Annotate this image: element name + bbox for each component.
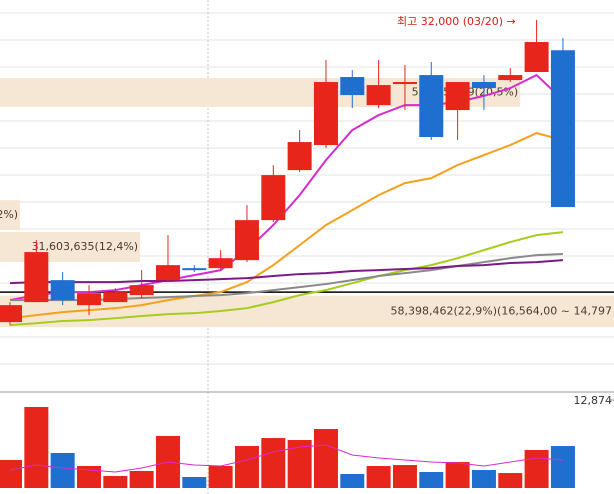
volume-bar <box>50 453 75 488</box>
profile-label: 31,603,635(12,4%) <box>32 240 139 253</box>
candle-body <box>419 75 444 138</box>
profile-label: 58,398,462(22,9%)(16,564,00 ~ 14,797 <box>391 304 612 317</box>
candle-body <box>445 82 470 111</box>
volume-bar <box>392 465 417 488</box>
volume-bar <box>0 459 22 488</box>
volume-bar <box>313 429 338 488</box>
volume-bar <box>129 470 154 488</box>
profile-band <box>0 200 21 231</box>
volume-bar <box>182 476 207 488</box>
moving-average <box>10 253 563 302</box>
candle-body <box>261 175 286 221</box>
candle-body <box>471 82 496 89</box>
candle-body <box>76 293 101 306</box>
candle-body <box>129 285 154 296</box>
moving-average <box>9 73 564 302</box>
volume-bar <box>524 449 549 488</box>
candle-body <box>234 220 259 261</box>
price-panel <box>0 19 614 327</box>
candle-body <box>24 252 49 303</box>
volume-bar <box>261 438 286 488</box>
candle-body <box>498 75 523 81</box>
volume-bar <box>103 475 128 488</box>
volume-bar <box>24 406 49 488</box>
moving-average <box>9 259 564 285</box>
candle-body <box>155 265 180 281</box>
candle-body <box>103 292 128 303</box>
volume-bar <box>419 472 444 488</box>
volume-bar <box>340 473 365 488</box>
volume-panel: 12,874 <box>0 394 614 488</box>
profile-band <box>0 232 141 263</box>
volume-bar <box>366 465 391 488</box>
candle-body <box>0 305 22 323</box>
volume-bar <box>76 465 101 488</box>
candle-body <box>182 268 207 271</box>
moving-average <box>9 231 564 327</box>
high-annotation: 최고 32,000 (03/20) → <box>397 15 516 28</box>
candle-body <box>50 280 75 301</box>
candle-body <box>524 42 549 73</box>
candle-body <box>392 82 417 85</box>
volume-bar <box>471 470 496 488</box>
volume-bar <box>234 446 259 488</box>
volume-bar <box>550 446 575 488</box>
candle-body <box>550 50 575 208</box>
price-grid <box>0 0 614 390</box>
moving-average <box>9 132 564 320</box>
volume-bar <box>445 462 470 488</box>
candle-body <box>313 82 338 146</box>
candle-body <box>287 142 312 171</box>
candle-body <box>366 85 391 106</box>
volume-bar <box>208 465 233 488</box>
volume-bar <box>498 473 523 488</box>
candle-body <box>208 258 233 269</box>
profile-label: 2%) <box>0 208 18 221</box>
candle-body <box>340 77 365 96</box>
y-tick-label: 12,874 <box>574 394 613 407</box>
volume-average <box>9 444 563 473</box>
profile-band <box>0 295 614 328</box>
